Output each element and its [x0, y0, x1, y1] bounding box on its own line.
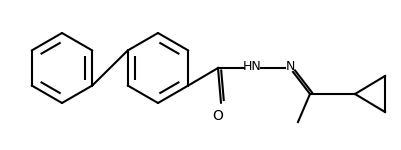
- Text: N: N: [286, 60, 295, 74]
- Text: HN: HN: [243, 60, 261, 74]
- Text: O: O: [213, 109, 223, 123]
